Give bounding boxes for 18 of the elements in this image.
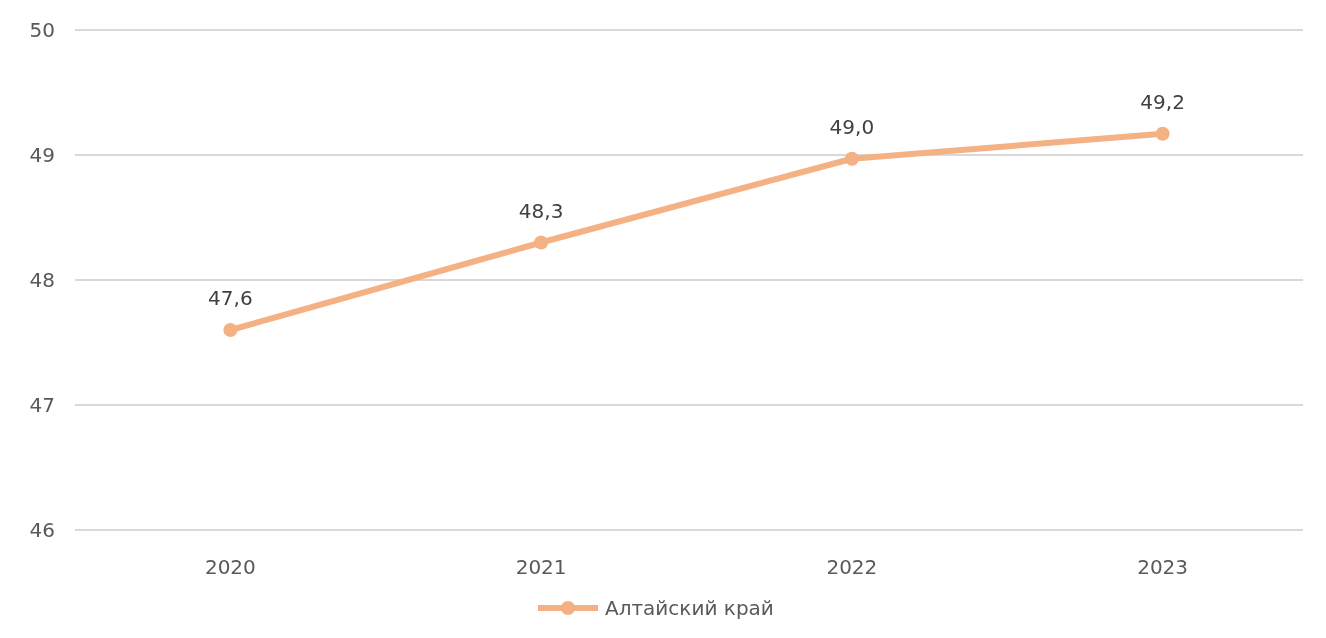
point [223,323,238,337]
x-tick-label: 2021 [515,555,567,579]
point [1155,126,1170,141]
legend-label: Алтайский край [605,596,774,620]
x-tick-label: 2020 [204,555,256,579]
x-tick-label: 2023 [1137,555,1189,579]
x-tick-label: 2022 [826,555,878,579]
data-label: 48,3 [518,198,564,223]
y-tick-label: 49 [29,143,55,167]
y-tick-label: 46 [29,518,55,542]
data-label: 49,2 [1140,89,1185,114]
data-label: 49,0 [829,114,875,139]
point [844,151,859,166]
y-tick-label: 50 [29,18,55,42]
y-tick-label: 48 [29,268,55,292]
y-tick-label: 47 [29,393,55,417]
point [534,235,549,250]
data-label: 47,6 [208,286,253,310]
